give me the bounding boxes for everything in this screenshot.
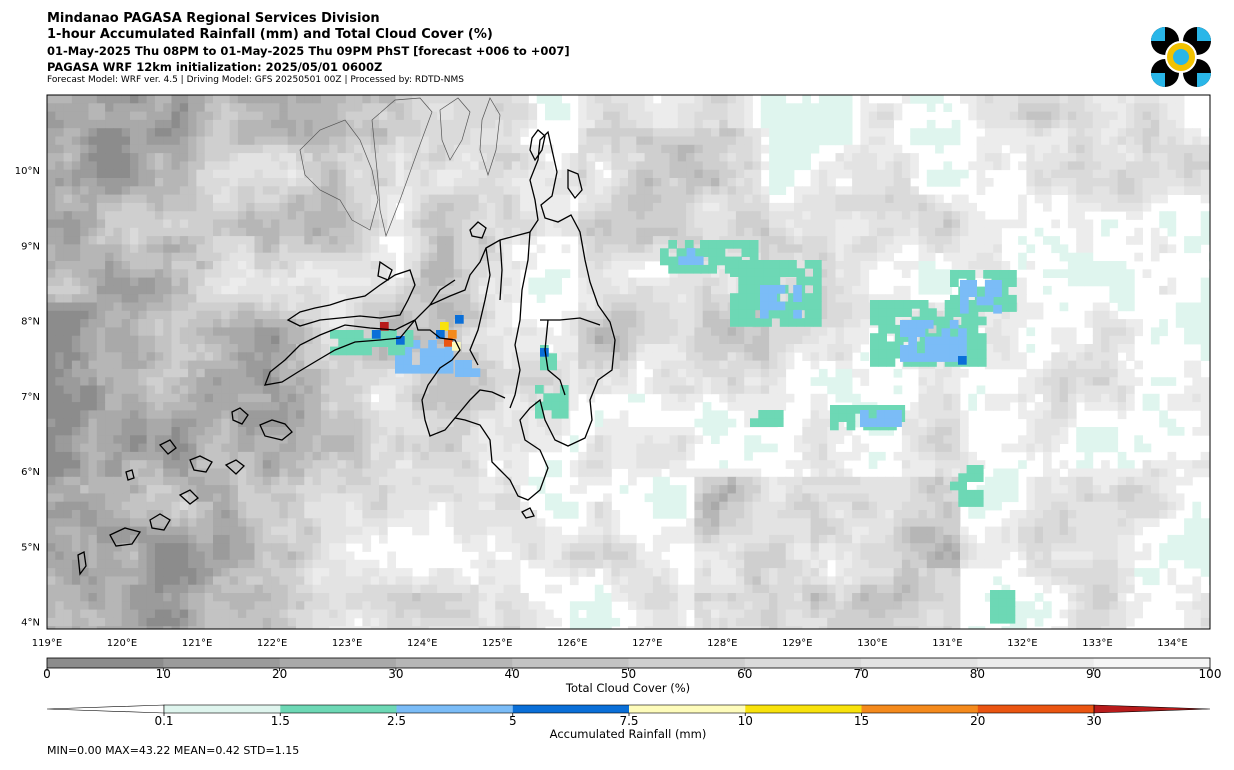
lon-label: 119°E — [32, 638, 62, 649]
cloud-tick: 80 — [970, 667, 985, 681]
valid-time: 01-May-2025 Thu 08PM to 01-May-2025 Thu … — [47, 44, 570, 58]
lon-label: 134°E — [1157, 638, 1187, 649]
cloud-bin — [395, 658, 513, 668]
rain-tick: 30 — [1086, 714, 1101, 728]
rain-bin — [396, 705, 514, 713]
lon-label: 121°E — [182, 638, 212, 649]
lon-label: 126°E — [557, 638, 587, 649]
lon-label: 122°E — [257, 638, 287, 649]
lat-label: 6°N — [21, 467, 40, 478]
longitude-labels: 119°E 120°E 121°E 122°E 123°E 124°E 125°E 126°E… — [32, 638, 1188, 649]
rain-tick: 5 — [509, 714, 517, 728]
rain-bin — [280, 705, 398, 713]
rainfall-colorbar: 0.1 1.5 2.5 5 7.5 10 15 20 30 — [46, 704, 1211, 728]
lat-label: 8°N — [21, 317, 40, 328]
cloud-tick: 10 — [156, 667, 171, 681]
cloud-bin — [744, 658, 862, 668]
cloud-tick: 40 — [505, 667, 520, 681]
rain-bin — [861, 705, 979, 713]
lat-label: 7°N — [21, 392, 40, 403]
cloud-tick: 100 — [1199, 667, 1222, 681]
lat-label: 4°N — [21, 618, 40, 629]
lat-label: 9°N — [21, 241, 40, 252]
cloud-tick: 30 — [388, 667, 403, 681]
lon-label: 129°E — [782, 638, 812, 649]
lat-label: 10°N — [15, 166, 40, 177]
cloud-bin — [628, 658, 746, 668]
rain-tick: 20 — [970, 714, 985, 728]
lon-label: 128°E — [707, 638, 737, 649]
lon-label: 132°E — [1007, 638, 1037, 649]
cloud-tick: 50 — [621, 667, 636, 681]
pagasa-logo — [1151, 27, 1211, 87]
credits: Forecast Model: WRF ver. 4.5 | Driving M… — [47, 75, 464, 85]
cloud-cover-colorbar: 0 10 20 30 40 50 60 70 80 90 100 — [43, 657, 1222, 681]
rain-tick: 1.5 — [271, 714, 290, 728]
lon-label: 131°E — [932, 638, 962, 649]
cloud-bin — [47, 658, 164, 668]
rain-bin — [629, 705, 746, 713]
rainfall-statistics: MIN=0.00 MAX=43.22 MEAN=0.42 STD=1.15 — [47, 744, 300, 757]
map-title: Mindanao PAGASA Regional Services Divisi… — [47, 11, 380, 26]
rain-tick: 15 — [854, 714, 869, 728]
rain-extend-min — [46, 704, 165, 714]
cloud-bin — [279, 658, 397, 668]
rainfall-field — [330, 240, 1017, 624]
lon-label: 127°E — [632, 638, 662, 649]
cloud-tick: 20 — [272, 667, 287, 681]
rain-bin — [977, 705, 1095, 713]
cloud-bin — [163, 658, 281, 668]
cloud-tick: 70 — [853, 667, 868, 681]
rain-tick: 10 — [738, 714, 753, 728]
latitude-labels: 4°N 5°N 6°N 7°N 8°N 9°N 10°N — [15, 166, 40, 628]
lon-label: 133°E — [1082, 638, 1112, 649]
rain-bin — [164, 705, 281, 713]
cloud-bin — [512, 658, 629, 668]
cloud-bin — [861, 658, 978, 668]
rain-tick: 0.1 — [154, 714, 173, 728]
cloud-tick: 90 — [1086, 667, 1101, 681]
lon-label: 125°E — [482, 638, 512, 649]
lon-label: 130°E — [857, 638, 887, 649]
rain-extend-max — [1093, 704, 1211, 714]
lat-label: 5°N — [21, 542, 40, 553]
rain-tick: 2.5 — [387, 714, 406, 728]
cloud-tick: 0 — [43, 667, 51, 681]
init-time: PAGASA WRF 12km initialization: 2025/05/… — [47, 60, 383, 74]
map-plot-area — [46, 94, 1211, 630]
lon-label: 123°E — [332, 638, 362, 649]
rain-bin — [745, 705, 863, 713]
rain-colorbar-label: Accumulated Rainfall (mm) — [549, 727, 707, 741]
map-subtitle: 1-hour Accumulated Rainfall (mm) and Tot… — [47, 27, 493, 42]
rain-bin — [512, 705, 630, 713]
lon-label: 120°E — [107, 638, 137, 649]
cloud-bin — [1093, 658, 1211, 668]
cloud-bin — [977, 658, 1095, 668]
cloud-tick: 60 — [737, 667, 752, 681]
cloud-colorbar-label: Total Cloud Cover (%) — [565, 681, 691, 695]
lon-label: 124°E — [407, 638, 437, 649]
rain-tick: 7.5 — [619, 714, 638, 728]
coastlines — [77, 97, 616, 576]
